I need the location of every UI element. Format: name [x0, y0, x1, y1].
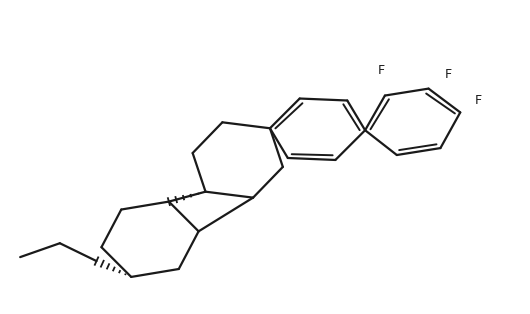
Text: F: F	[474, 94, 482, 107]
Text: F: F	[377, 64, 385, 77]
Text: F: F	[445, 68, 452, 81]
